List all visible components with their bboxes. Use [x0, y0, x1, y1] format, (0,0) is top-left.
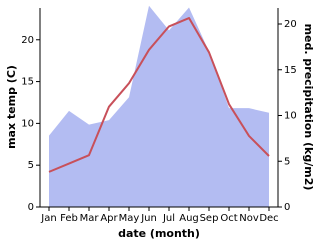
x-axis-title: date (month) [118, 227, 200, 240]
x-tick-label: Mar [80, 213, 100, 224]
x-tick-label: Jul [162, 213, 175, 224]
y2-tick-label: 20 [284, 19, 297, 30]
precip-area [49, 5, 269, 207]
y-tick-label: 10 [21, 118, 34, 129]
y-tick-label: 0 [28, 202, 34, 213]
x-tick-label: Sep [200, 213, 219, 224]
x-tick-label: Oct [220, 213, 237, 224]
x-tick-label: Apr [100, 213, 118, 224]
x-tick-label: Jun [140, 213, 157, 224]
y2-axis-title: med. precipitation (kg/m2) [302, 24, 315, 191]
x-tick-label: Feb [60, 213, 78, 224]
x-tick-label: Dec [259, 213, 278, 224]
y2-tick-label: 15 [284, 65, 297, 76]
y-axis-title: max temp (C) [5, 65, 18, 149]
y2-tick-label: 5 [284, 156, 290, 167]
y-tick-label: 15 [21, 77, 34, 88]
x-tick-label: Nov [239, 213, 259, 224]
temp-line [48, 17, 270, 173]
y-tick-label: 5 [28, 160, 34, 171]
y2-tick-label: 10 [284, 111, 297, 122]
x-tick-label: Aug [179, 213, 199, 224]
y2-tick-label: 0 [284, 202, 290, 213]
x-tick-label: May [119, 213, 140, 224]
y-tick-label: 20 [21, 35, 34, 46]
x-tick-label: Jan [40, 213, 56, 224]
